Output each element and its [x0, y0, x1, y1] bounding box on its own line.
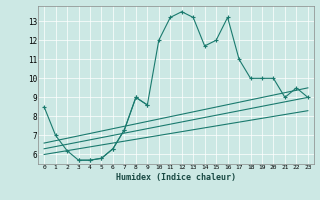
X-axis label: Humidex (Indice chaleur): Humidex (Indice chaleur): [116, 173, 236, 182]
